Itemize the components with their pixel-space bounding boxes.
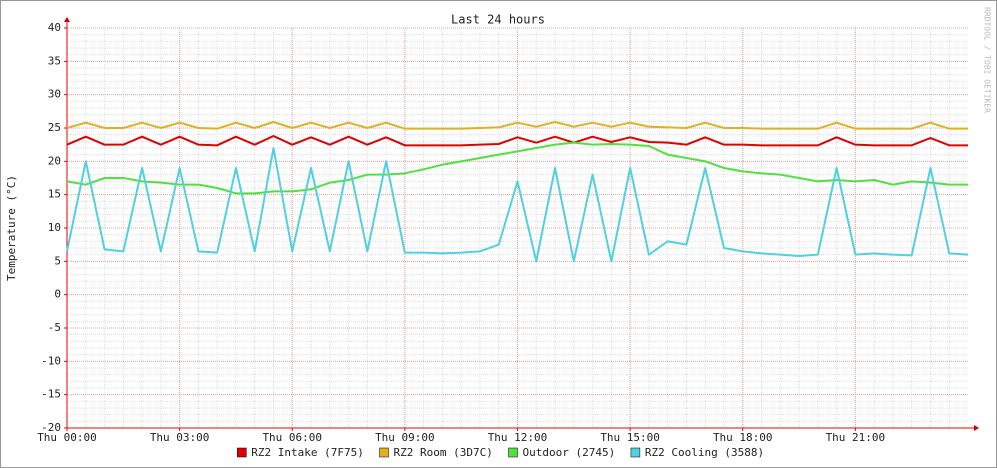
legend-label: RZ2 Room (3D7C): [394, 446, 493, 459]
y-tick-label: 35: [48, 54, 61, 67]
x-tick-label: Thu 18:00: [713, 431, 773, 444]
x-tick-label: Thu 03:00: [150, 431, 210, 444]
series-line: [66, 147, 969, 263]
y-tick-label: 10: [48, 221, 61, 234]
x-tick-label: Thu 00:00: [37, 431, 97, 444]
side-text: RRDTOOL / TOBI OETIKER: [983, 7, 992, 113]
y-tick-label: 40: [48, 21, 61, 34]
y-tick-label: -15: [41, 388, 61, 401]
x-tick-label: Thu 12:00: [488, 431, 548, 444]
y-tick-label: 25: [48, 121, 61, 134]
axis-arrow: [974, 425, 979, 431]
legend-swatch: [508, 447, 518, 458]
y-tick-label: 0: [54, 288, 61, 301]
y-tick-label: 5: [54, 254, 61, 267]
series-line: [66, 135, 968, 147]
legend-label: RZ2 Intake (7F75): [251, 446, 364, 459]
legend-swatch: [630, 447, 641, 458]
x-tick-label: Thu 09:00: [375, 431, 435, 444]
x-tick-label: Thu 15:00: [600, 431, 660, 444]
series-line: [66, 141, 968, 195]
y-tick-label: 30: [48, 88, 61, 101]
series-line: [66, 121, 968, 130]
y-tick-label: -5: [48, 321, 61, 334]
y-tick-label: -20: [41, 421, 61, 434]
y-tick-label: 20: [48, 154, 61, 167]
axis-arrow: [64, 17, 70, 22]
legend-label: RZ2 Cooling (3588): [645, 446, 764, 459]
y-axis-label: Temperature (°C): [5, 175, 18, 281]
legend-swatch: [379, 447, 389, 458]
x-tick-label: Thu 06:00: [262, 431, 322, 444]
x-tick-label: Thu 21:00: [826, 431, 886, 444]
legend-label: Outdoor (2745): [523, 446, 616, 459]
y-tick-label: -10: [41, 354, 61, 367]
y-tick-label: 15: [48, 188, 61, 201]
legend-swatch: [237, 447, 247, 458]
chart-title: Last 24 hours: [451, 13, 545, 27]
